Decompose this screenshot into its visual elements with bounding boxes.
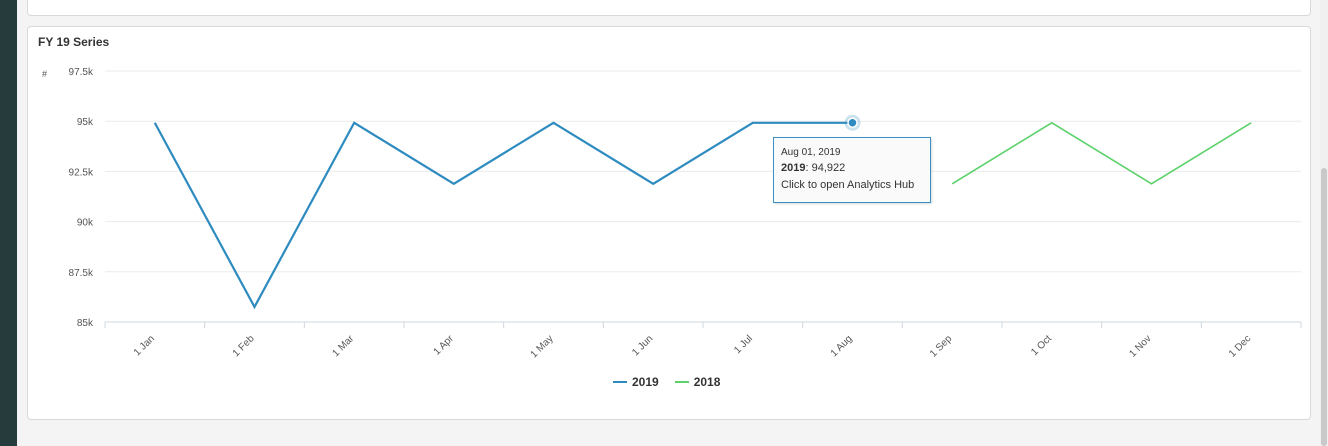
- tooltip-value: : 94,922: [805, 162, 846, 174]
- y-tick-label: 92.5k: [69, 167, 94, 178]
- x-tick-label: 1 Jun: [630, 333, 655, 358]
- card-title: FY 19 Series: [38, 35, 110, 49]
- tooltip-date: Aug 01, 2019: [781, 147, 841, 158]
- x-tick-label: 1 Sep: [928, 333, 955, 360]
- x-tick-label: 1 May: [529, 333, 556, 360]
- legend-swatch-2018: [674, 381, 689, 383]
- legend-swatch-2019: [613, 381, 627, 383]
- series-lines: [153, 121, 1252, 310]
- legend-label-2019: 2019: [632, 375, 659, 389]
- grid-lines: [105, 70, 1301, 273]
- y-axis-ticks: 97.5k 95k 92.5k 90k 87.5k 85k: [69, 67, 94, 329]
- x-tick-label: 1 Nov: [1127, 333, 1153, 359]
- x-axis: 1 Jan 1 Feb 1 Mar 1 Apr 1 May 1 Jun 1 Jul 1 Aug…: [104, 321, 1302, 360]
- x-tick-label: 1 Jan: [132, 333, 157, 358]
- line-chart[interactable]: 97.5k 95k 92.5k 90k 87.5k 85k 1 Jan 1 Feb 1 Mar…: [28, 27, 1312, 421]
- x-tick-label: 1 Jul: [732, 333, 755, 356]
- y-tick-label: 87.5k: [69, 268, 94, 279]
- x-tick-label: 1 Apr: [432, 333, 457, 358]
- previous-card: [27, 0, 1311, 16]
- x-tick-label: 1 Mar: [330, 333, 356, 359]
- legend-item-2018[interactable]: 2018: [674, 375, 721, 389]
- legend-label-2018: 2018: [693, 375, 721, 389]
- highlight-point: [847, 117, 858, 129]
- series-line-2019: [153, 121, 853, 310]
- chart-legend: 2019 2018: [613, 375, 736, 389]
- y-tick-label: 97.5k: [69, 67, 94, 78]
- y-tick-label: 90k: [77, 218, 94, 229]
- x-tick-label: 1 Feb: [231, 333, 257, 359]
- chart-tooltip[interactable]: Aug 01, 2019 2019: 94,922 Click to open …: [773, 137, 931, 203]
- legend-item-2019[interactable]: 2019: [613, 375, 659, 389]
- x-tick-label: 1 Oct: [1029, 333, 1054, 358]
- highlight-marker: [844, 114, 861, 131]
- x-tick-label: 1 Aug: [829, 333, 855, 359]
- tooltip-action[interactable]: Click to open Analytics Hub: [781, 179, 915, 191]
- y-tick-label: 95k: [77, 117, 94, 128]
- x-tick-label: 1 Dec: [1227, 333, 1253, 359]
- left-sidebar-strip: [0, 0, 17, 446]
- y-axis-label: #: [42, 69, 47, 79]
- tooltip-value-line: 2019: 94,922: [781, 160, 923, 177]
- y-tick-label: 85k: [77, 318, 94, 329]
- scrollbar-thumb[interactable]: [1321, 168, 1327, 446]
- series-line-2018: [951, 121, 1252, 185]
- chart-card: FY 19 Series 97.5k 95k 92.5k 90k 87.5k 85k 1 …: [27, 26, 1311, 420]
- tooltip-series: 2019: [781, 162, 806, 174]
